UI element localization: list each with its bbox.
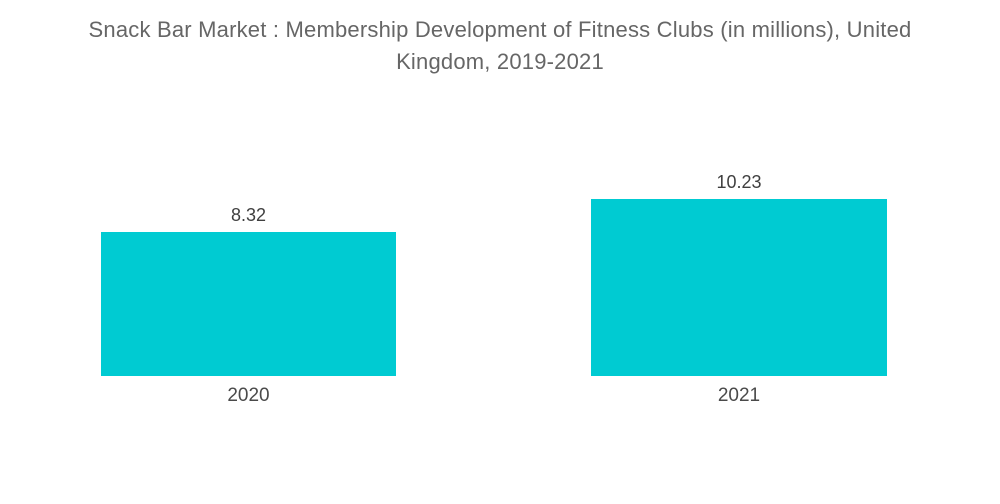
bar-value-label-2020: 8.32 xyxy=(230,205,267,225)
chart-title: Snack Bar Market : Membership Developmen… xyxy=(88,17,912,74)
bar-value-label-2021: 10.23 xyxy=(716,172,762,192)
bar-category-label-2021: 2021 xyxy=(717,385,761,406)
bar-2021 xyxy=(591,199,887,376)
bar-2020 xyxy=(101,232,396,376)
bar-category-label-2020: 2020 xyxy=(227,385,270,406)
